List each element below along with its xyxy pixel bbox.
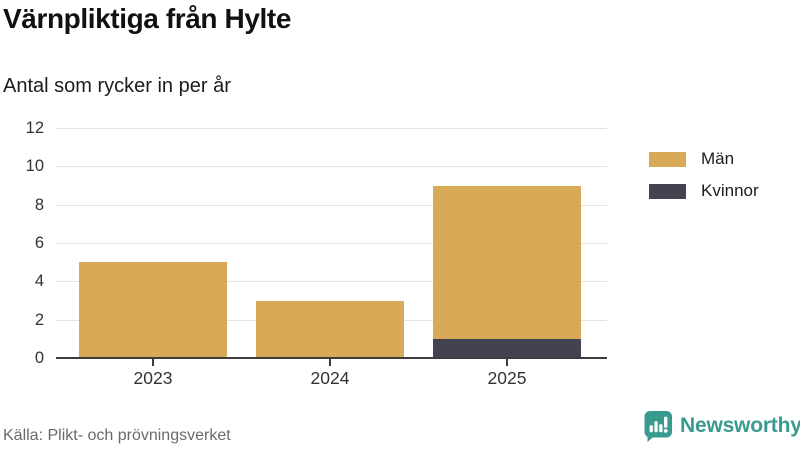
plot-area — [56, 128, 607, 366]
newsworthy-logo[interactable]: Newsworthy — [644, 409, 800, 443]
gridline — [56, 166, 607, 168]
x-tick-label: 2025 — [487, 368, 527, 388]
bar-segment — [433, 185, 581, 339]
y-tick-label: 6 — [34, 234, 44, 252]
x-tick-label: 2024 — [310, 368, 350, 388]
x-tick — [506, 358, 508, 366]
legend-swatch-women — [649, 183, 686, 199]
legend-swatch-men — [649, 151, 686, 167]
source-text: Källa: Plikt- och prövningsverket — [3, 427, 231, 444]
gridline — [56, 128, 607, 129]
bar-chart-speech-bubble-icon — [644, 410, 672, 442]
y-tick-label: 8 — [34, 195, 44, 214]
bar-segment — [79, 262, 227, 358]
page-title: Värnpliktiga från Hylte — [3, 3, 291, 34]
y-tick-label: 0 — [34, 349, 44, 367]
legend-item-men: Män — [649, 149, 759, 169]
x-axis-line — [56, 357, 607, 359]
x-tick — [152, 358, 154, 366]
gridline — [56, 243, 607, 244]
bar-segment — [433, 338, 581, 358]
chart-subtitle: Antal som rycker in per år — [3, 75, 231, 97]
bar-segment — [256, 300, 404, 358]
y-tick-label: 4 — [34, 272, 44, 291]
y-tick-label: 10 — [25, 157, 44, 176]
y-tick-label: 12 — [25, 119, 44, 137]
legend-label: Kvinnor — [701, 181, 759, 200]
legend-item-women: Kvinnor — [649, 181, 759, 201]
x-tick — [329, 358, 331, 366]
newsworthy-wordmark: Newsworthy — [680, 414, 800, 437]
gridline — [56, 204, 607, 206]
y-tick-label: 2 — [34, 310, 44, 329]
x-tick-label: 2023 — [133, 368, 173, 388]
legend: Män Kvinnor — [649, 149, 759, 213]
gridline — [56, 281, 607, 283]
legend-label: Män — [701, 149, 735, 168]
